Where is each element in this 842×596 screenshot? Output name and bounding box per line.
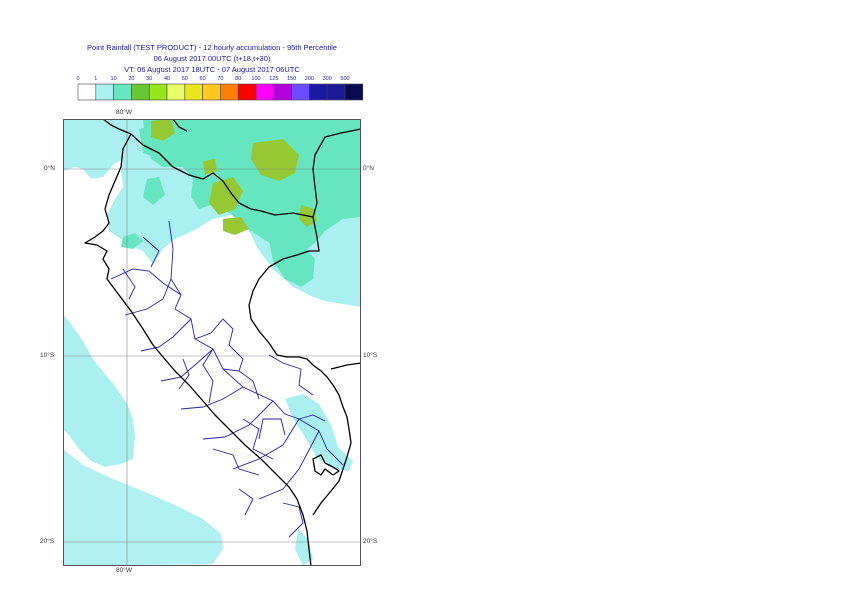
admin-boundaries <box>110 220 344 538</box>
legend-tick-label: 10 <box>111 76 117 82</box>
legend-tick-label: 0 <box>76 76 79 82</box>
legend-tick-label: 50 <box>182 76 188 82</box>
legend-tick-label: 100 <box>251 76 260 82</box>
legend-swatch <box>148 83 168 101</box>
legend-swatch <box>77 83 97 101</box>
legend-swatch <box>273 83 292 101</box>
legend-swatch <box>291 83 310 101</box>
legend-swatch <box>131 83 150 101</box>
legend-swatch <box>326 83 346 101</box>
lat-label-left-0: 0°N <box>44 165 55 172</box>
legend-tick-label: 1 <box>94 76 97 82</box>
legend-swatch <box>166 83 186 101</box>
legend-swatch <box>202 83 221 101</box>
legend-tick-label: 125 <box>269 76 278 82</box>
rain-heavy-layer <box>151 119 317 235</box>
lat-label-left-20s: 20°S <box>40 538 55 545</box>
map-frame <box>63 119 361 566</box>
legend-swatch <box>113 83 132 101</box>
legend-swatch <box>237 83 257 101</box>
lon-label-bottom: 80°W <box>116 567 132 574</box>
lat-label-right-10s: 10°S <box>363 352 378 359</box>
coastline <box>84 119 361 566</box>
gridlines <box>63 119 361 566</box>
legend-tick-label: 150 <box>287 76 296 82</box>
legend-tick-label: 80 <box>235 76 241 82</box>
legend-swatch <box>255 83 275 101</box>
lon-label-top: 80°W <box>116 109 132 116</box>
lat-label-right-0: 0°N <box>363 165 374 172</box>
legend-tick-label: 60 <box>200 76 206 82</box>
legend-swatch <box>95 83 114 101</box>
legend-tick-label: 200 <box>305 76 314 82</box>
lat-label-left-10s: 10°S <box>40 352 55 359</box>
legend-tick-label: 300 <box>323 76 332 82</box>
legend-tick-label: 500 <box>340 76 349 82</box>
legend-tick-label: 40 <box>164 76 170 82</box>
legend-swatch <box>184 83 203 101</box>
legend-tick-label: 20 <box>128 76 134 82</box>
title-line-1: Point Rainfall (TEST PRODUCT) - 12 hourl… <box>87 43 337 52</box>
legend-swatch <box>220 83 239 101</box>
color-legend: 0 1 10 20 30 40 50 60 70 80 100 125 150 200 300 500 <box>76 76 364 101</box>
lat-label-right-20s: 20°S <box>363 538 378 545</box>
title-line-3: VT: 06 August 2017 18UTC - 07 August 201… <box>124 65 300 74</box>
rainfall-map <box>63 119 361 566</box>
title-line-2: 06 August 2017 00UTC (t+18,t+30) <box>153 54 271 63</box>
legend-swatch <box>344 83 364 101</box>
legend-swatch <box>309 83 328 101</box>
legend-tick-label: 30 <box>146 76 152 82</box>
legend-tick-label: 70 <box>217 76 223 82</box>
